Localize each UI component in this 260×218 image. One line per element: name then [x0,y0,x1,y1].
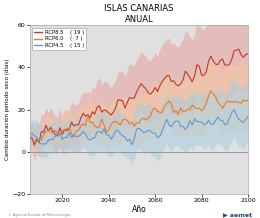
Y-axis label: Cambio duración periodo seco (días): Cambio duración periodo seco (días) [4,59,10,160]
Text: © Agencia Estatal de Meteorología: © Agencia Estatal de Meteorología [8,213,70,217]
X-axis label: Año: Año [132,205,146,214]
Legend: RCP8.5    ( 19 ), RCP6.0    (  7 ), RCP4.5    ( 15 ): RCP8.5 ( 19 ), RCP6.0 ( 7 ), RCP4.5 ( 15… [32,28,86,50]
Title: ISLAS CANARIAS
ANUAL: ISLAS CANARIAS ANUAL [104,4,174,24]
Text: ▶ aemet: ▶ aemet [223,212,252,217]
